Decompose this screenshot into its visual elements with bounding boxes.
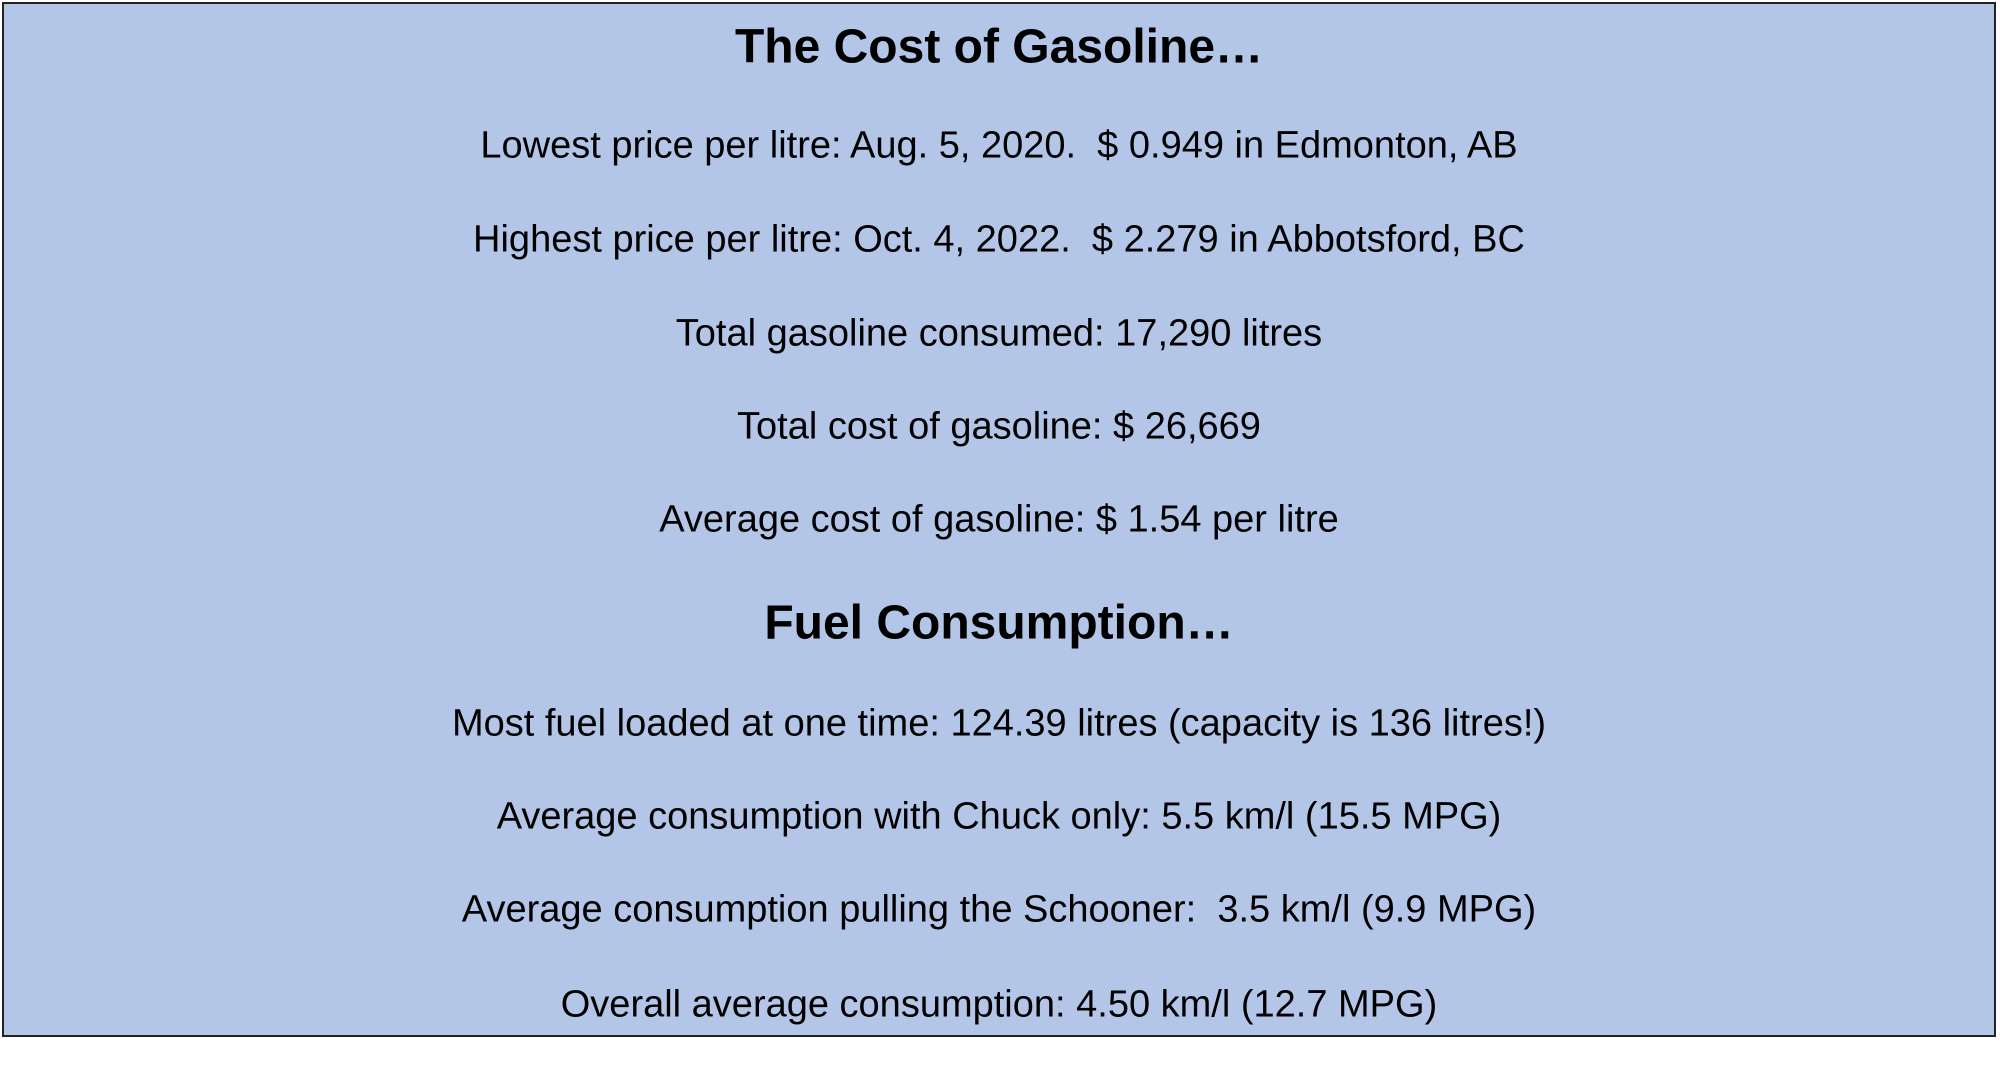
info-line: Average cost of gasoline: $ 1.54 per lit… <box>659 498 1339 541</box>
info-panel: The Cost of Gasoline… Lowest price per li… <box>2 2 1996 1037</box>
info-line: Lowest price per litre: Aug. 5, 2020. $ … <box>480 124 1518 167</box>
info-line: Total gasoline consumed: 17,290 litres <box>675 312 1323 355</box>
section-heading: The Cost of Gasoline… <box>734 20 1264 74</box>
section-heading: Fuel Consumption… <box>764 596 1234 650</box>
info-line: Average consumption with Chuck only: 5.5… <box>496 795 1502 838</box>
info-line: Highest price per litre: Oct. 4, 2022. $… <box>473 218 1525 261</box>
info-line: Most fuel loaded at one time: 124.39 lit… <box>451 702 1547 745</box>
info-line: Total cost of gasoline: $ 26,669 <box>737 405 1261 448</box>
info-line: Average consumption pulling the Schooner… <box>461 888 1537 931</box>
info-line: Overall average consumption: 4.50 km/l (… <box>560 983 1438 1026</box>
